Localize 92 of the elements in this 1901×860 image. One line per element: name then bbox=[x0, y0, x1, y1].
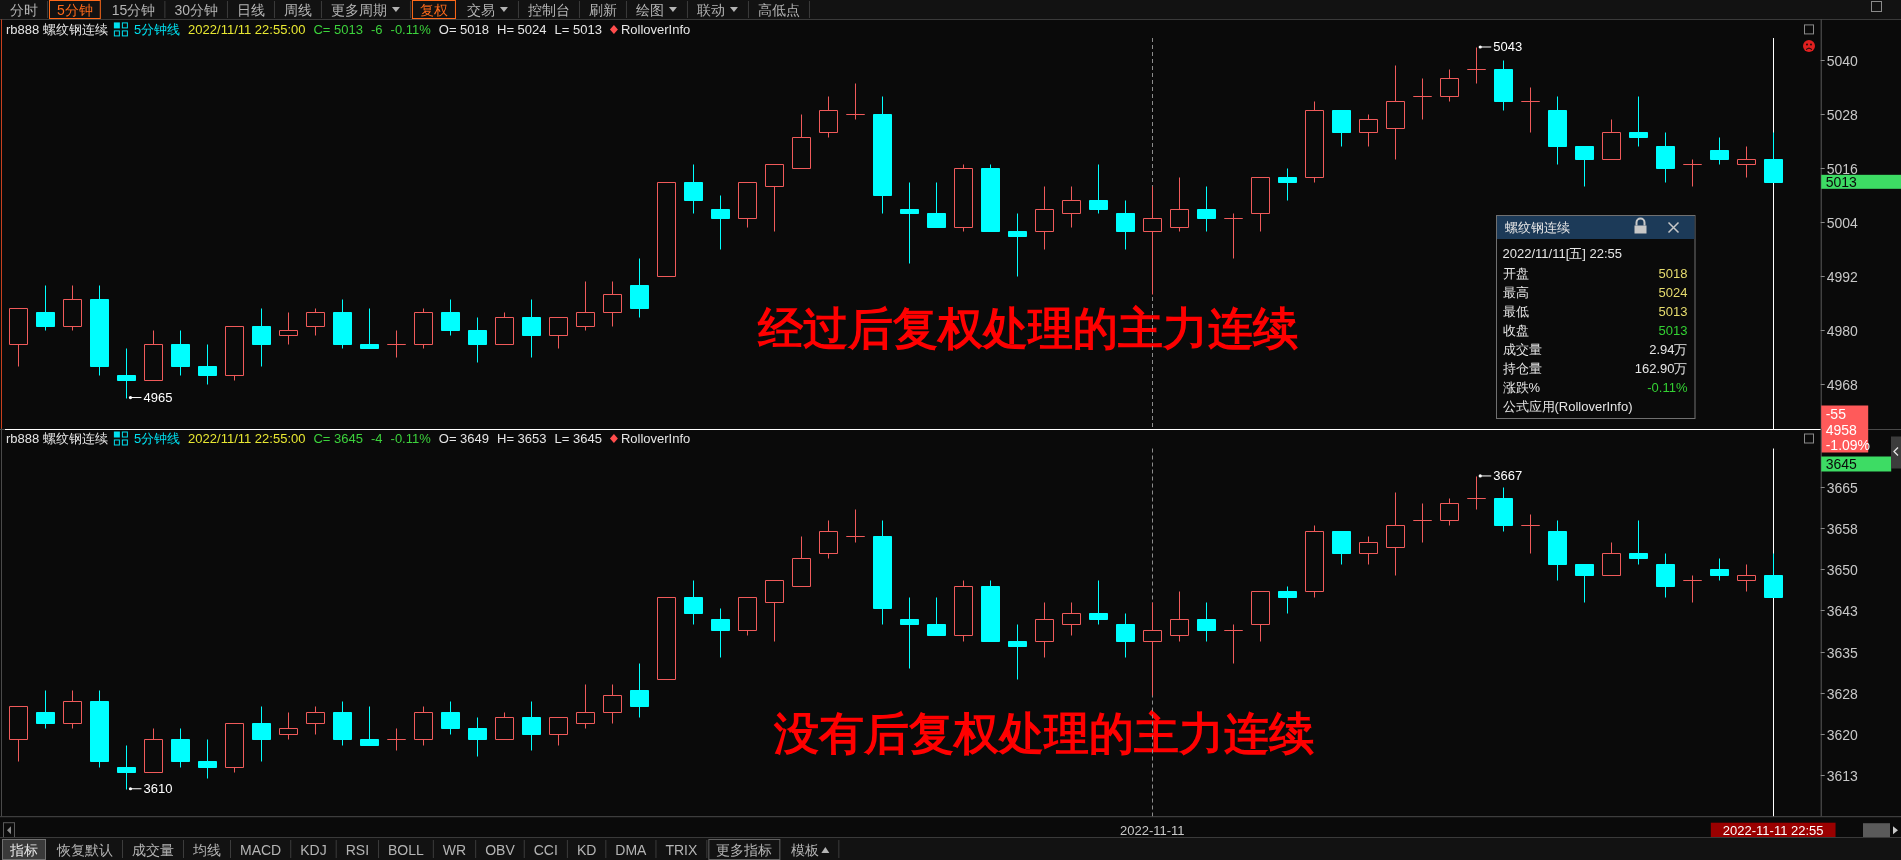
y-tick-label: 3650 bbox=[1826, 561, 1859, 578]
annotation: 3610 bbox=[143, 781, 173, 797]
text: 5分钟 bbox=[57, 1, 93, 18]
y-tick-label: 3613 bbox=[1826, 767, 1859, 784]
text: 更多指标 bbox=[716, 842, 773, 858]
y-tick-label: 3658 bbox=[1826, 520, 1859, 537]
text: -4 bbox=[370, 431, 383, 446]
text: -6 bbox=[370, 21, 383, 37]
text: 高低点 bbox=[757, 1, 800, 18]
text: 5分钟线 bbox=[133, 21, 181, 37]
text: RSI bbox=[345, 842, 370, 858]
ref-line-label: 4958 bbox=[1825, 421, 1858, 438]
annotation: 持仓量 bbox=[1502, 361, 1542, 377]
text: 成交量 bbox=[132, 842, 174, 858]
text: O= 5018 bbox=[438, 21, 490, 37]
text: C= 5013 bbox=[313, 21, 363, 37]
text: -55 bbox=[1825, 406, 1847, 422]
y-tick-label: 3628 bbox=[1826, 685, 1859, 702]
text: 控制台 bbox=[527, 1, 570, 18]
text: 5分钟线 bbox=[133, 431, 181, 446]
text: 15分钟 bbox=[111, 1, 156, 18]
text: BOLL bbox=[388, 842, 425, 858]
annotation: 最低 bbox=[1502, 303, 1529, 319]
text: 复权 bbox=[419, 1, 448, 18]
annotation: 收盘 bbox=[1502, 322, 1529, 338]
text: -0.11% bbox=[390, 431, 432, 446]
text: L= 5013 bbox=[554, 21, 602, 37]
text: 指标 bbox=[9, 842, 38, 858]
text: DMA bbox=[615, 842, 648, 858]
text: 分时 bbox=[10, 1, 38, 18]
annotation: 最高 bbox=[1502, 284, 1529, 300]
text: WR bbox=[442, 842, 467, 858]
annotation: 成交量 bbox=[1502, 342, 1542, 357]
y-tick-label: 5004 bbox=[1826, 214, 1859, 231]
y-tick-label: 4992 bbox=[1826, 268, 1859, 285]
annotation: 开盘 bbox=[1502, 265, 1529, 281]
text: 均线 bbox=[192, 842, 221, 858]
y-tick-label: 5028 bbox=[1826, 106, 1859, 123]
text: OBV bbox=[485, 842, 516, 858]
text: 模板 bbox=[791, 842, 820, 858]
text: 2022/11/11[五] 22:55 bbox=[1502, 245, 1623, 261]
annotation: 公式应用(RolloverInfo) bbox=[1502, 399, 1633, 415]
text: 30分钟 bbox=[174, 1, 218, 18]
text: 螺纹钢连续 bbox=[1504, 220, 1570, 235]
text: 联动 bbox=[696, 1, 725, 18]
annotation: -0.11% bbox=[1647, 380, 1688, 396]
text: 3645 bbox=[1825, 456, 1858, 472]
annotation: 5043 bbox=[1493, 39, 1523, 55]
text: 刷新 bbox=[588, 1, 617, 18]
text: C= 3645 bbox=[313, 431, 363, 446]
text: L= 3645 bbox=[554, 431, 602, 446]
text: 交易 bbox=[466, 1, 495, 18]
x-tick-label: 2022-11-11 22:55 bbox=[1722, 823, 1824, 839]
annotation: 2.94万 bbox=[1649, 342, 1688, 357]
text: MACD bbox=[240, 842, 282, 858]
text: O= 3649 bbox=[438, 431, 490, 446]
annotation: 162.90万 bbox=[1634, 361, 1688, 377]
text: H= 3653 bbox=[497, 431, 547, 446]
text: CCI bbox=[533, 842, 558, 858]
text: 恢复默认 bbox=[56, 842, 113, 858]
annotation: 5018 bbox=[1658, 265, 1688, 281]
y-tick-label: 4980 bbox=[1826, 322, 1859, 339]
text: RolloverInfo bbox=[620, 21, 691, 37]
text: 2022/11/11 22:55:00 bbox=[188, 431, 306, 446]
text: 绘图 bbox=[635, 1, 664, 18]
x-tick-label: 2022-11-11 bbox=[1120, 823, 1185, 839]
annotation: 5013 bbox=[1658, 303, 1688, 319]
annotation: 没有后复权处理的主力连续 bbox=[772, 706, 1314, 760]
y-tick-label: 3620 bbox=[1826, 726, 1859, 743]
text: TRIX bbox=[665, 842, 698, 858]
text: -0.11% bbox=[390, 21, 432, 37]
annotation: 5013 bbox=[1658, 322, 1688, 338]
chart-title: rb888 螺纹钢连续 bbox=[6, 431, 108, 446]
y-tick-label: 5040 bbox=[1826, 52, 1859, 69]
y-tick-label: 3665 bbox=[1826, 479, 1859, 496]
text: KD bbox=[576, 842, 597, 858]
text: 日线 bbox=[236, 1, 265, 18]
annotation: 4965 bbox=[143, 390, 173, 406]
y-tick-label: 3635 bbox=[1826, 644, 1859, 661]
text: 2022/11/11 22:55:00 bbox=[188, 21, 306, 37]
chart-title: rb888 螺纹钢连续 bbox=[6, 21, 108, 37]
text: 周线 bbox=[283, 1, 312, 18]
annotation: 5024 bbox=[1658, 284, 1688, 300]
text: 更多周期 bbox=[330, 1, 387, 18]
text: RolloverInfo bbox=[620, 431, 691, 446]
y-tick-label: 4968 bbox=[1826, 376, 1859, 393]
text: KDJ bbox=[300, 842, 327, 858]
annotation: 3667 bbox=[1493, 468, 1523, 484]
annotation: 涨跌% bbox=[1502, 380, 1541, 396]
y-tick-label: 3643 bbox=[1826, 602, 1859, 619]
text: H= 5024 bbox=[497, 21, 547, 37]
annotation: 经过后复权处理的主力连续 bbox=[757, 302, 1299, 356]
